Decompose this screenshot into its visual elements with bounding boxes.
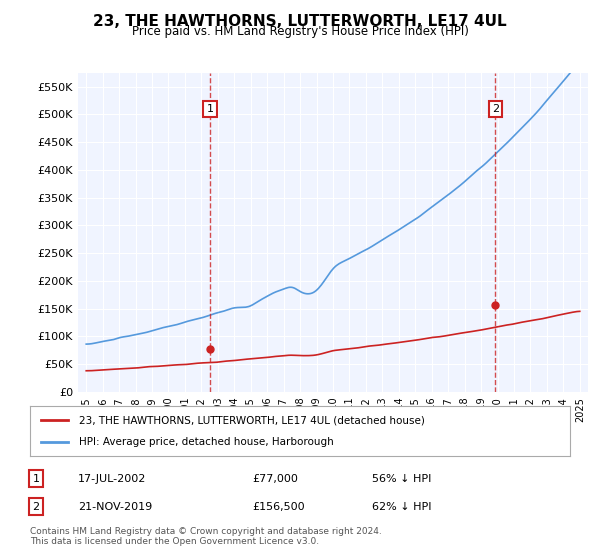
Text: 1: 1 bbox=[207, 104, 214, 114]
Text: 21-NOV-2019: 21-NOV-2019 bbox=[78, 502, 152, 512]
Text: 17-JUL-2002: 17-JUL-2002 bbox=[78, 474, 146, 484]
Text: Price paid vs. HM Land Registry's House Price Index (HPI): Price paid vs. HM Land Registry's House … bbox=[131, 25, 469, 38]
Text: 23, THE HAWTHORNS, LUTTERWORTH, LE17 4UL: 23, THE HAWTHORNS, LUTTERWORTH, LE17 4UL bbox=[93, 14, 507, 29]
Text: 1: 1 bbox=[32, 474, 40, 484]
Text: 2: 2 bbox=[32, 502, 40, 512]
Text: 56% ↓ HPI: 56% ↓ HPI bbox=[372, 474, 431, 484]
Text: Contains HM Land Registry data © Crown copyright and database right 2024.
This d: Contains HM Land Registry data © Crown c… bbox=[30, 526, 382, 546]
Text: 62% ↓ HPI: 62% ↓ HPI bbox=[372, 502, 431, 512]
Text: 2: 2 bbox=[492, 104, 499, 114]
Text: £77,000: £77,000 bbox=[252, 474, 298, 484]
Text: 23, THE HAWTHORNS, LUTTERWORTH, LE17 4UL (detached house): 23, THE HAWTHORNS, LUTTERWORTH, LE17 4UL… bbox=[79, 415, 424, 425]
Text: HPI: Average price, detached house, Harborough: HPI: Average price, detached house, Harb… bbox=[79, 437, 334, 447]
Text: £156,500: £156,500 bbox=[252, 502, 305, 512]
